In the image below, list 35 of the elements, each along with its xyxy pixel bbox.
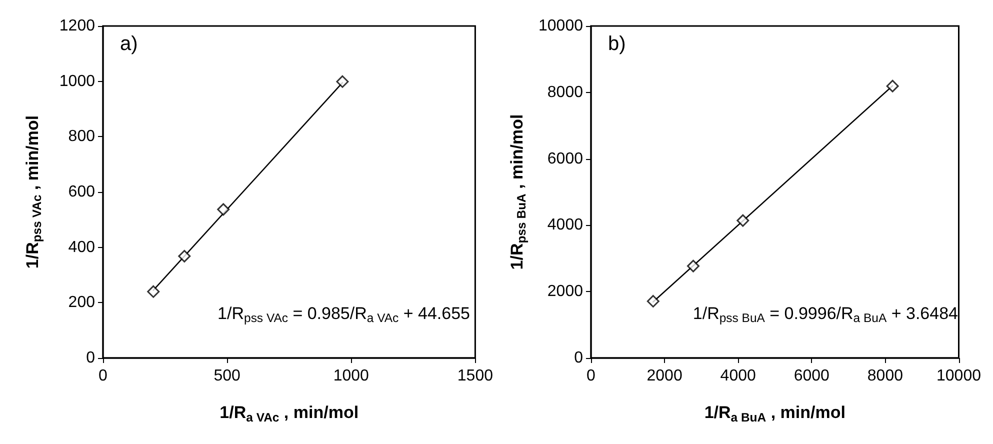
y-tick-label: 1000 xyxy=(59,72,96,90)
y-tick-label: 1200 xyxy=(59,18,96,34)
y-axis-title: 1/Rpss VAc , min/mol xyxy=(22,115,44,269)
y-tick-label: 0 xyxy=(86,350,96,366)
point xyxy=(217,203,230,216)
x-tick-label: 2000 xyxy=(646,368,682,384)
x-tick-label: 0 xyxy=(98,368,108,384)
x-tick-label: 8000 xyxy=(867,368,904,384)
y-tick-label: 8000 xyxy=(547,84,584,101)
y-tick-label: 200 xyxy=(68,294,96,312)
y-tick-label: 10000 xyxy=(538,18,584,34)
y-tick-label: 2000 xyxy=(547,283,584,300)
y-tick-label: 4000 xyxy=(547,216,584,234)
y-axis-title: 1/Rpss BuA , min/mol xyxy=(507,114,529,270)
chart-title: a) xyxy=(120,33,138,55)
x-tick-label: 6000 xyxy=(794,368,830,384)
point xyxy=(178,250,191,262)
y-tick-label: 6000 xyxy=(547,150,584,168)
x-tick-label: 500 xyxy=(214,368,241,384)
x-tick-label: 0 xyxy=(586,368,596,384)
chart-title: b) xyxy=(608,33,626,55)
point xyxy=(646,294,660,308)
y-tick-label: 600 xyxy=(68,184,96,200)
point xyxy=(686,260,700,272)
point xyxy=(886,80,899,92)
point xyxy=(336,75,349,88)
x-tick-label: 1000 xyxy=(333,368,370,384)
x-tick-label: 1500 xyxy=(457,368,494,384)
point xyxy=(147,285,160,298)
y-tick-label: 400 xyxy=(68,238,96,256)
x-tick-label: 10000 xyxy=(936,368,982,384)
y-tick-label: 800 xyxy=(68,128,96,146)
x-tick-label: 4000 xyxy=(720,368,756,384)
point xyxy=(736,214,750,227)
y-tick-label: 0 xyxy=(574,350,584,366)
